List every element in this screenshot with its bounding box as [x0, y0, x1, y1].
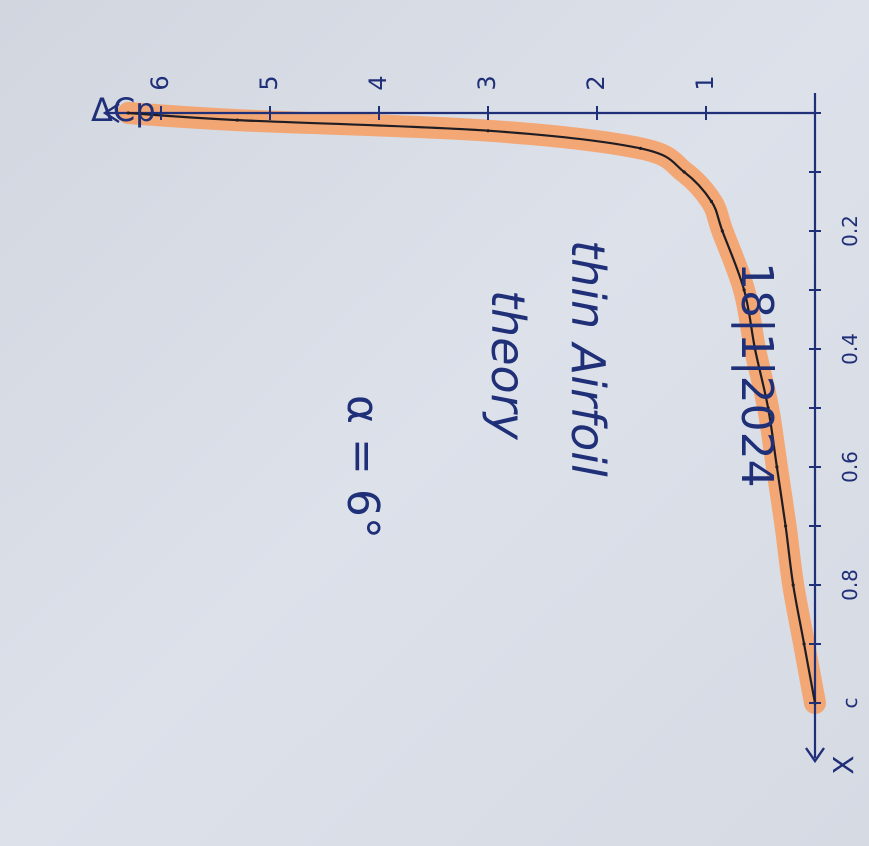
data-point	[775, 465, 779, 469]
data-point	[709, 199, 714, 204]
y-tick-label: 6	[146, 75, 174, 90]
x-tick-label: 0.4	[838, 333, 862, 365]
y-tick-label: 5	[255, 75, 283, 90]
data-point	[802, 642, 806, 646]
data-point	[720, 229, 724, 233]
y-axis-arrow	[102, 102, 120, 124]
axes-layer	[102, 93, 825, 764]
note-line1: thin Airfoil	[561, 240, 615, 477]
data-point	[126, 111, 130, 115]
x-tick-label: 0.8	[838, 569, 862, 601]
data-point	[742, 288, 746, 292]
handwritten-notes: 18|1|2024 thin Airfoil theory α = 6°	[337, 240, 782, 539]
series-line	[127, 111, 817, 705]
data-point	[783, 524, 788, 528]
curve-layer	[126, 111, 817, 705]
y-tick-label: 4	[364, 75, 392, 90]
data-point	[486, 129, 490, 133]
x-tick-label: c	[838, 698, 862, 709]
labels-layer: c 0.8 0.6 0.4 0.2 1 2 3 4 5 6 X ΔCp	[91, 75, 862, 774]
pressure-difference-plot: c 0.8 0.6 0.4 0.2 1 2 3 4 5 6 X ΔCp	[91, 75, 862, 774]
note-line2: theory	[481, 290, 535, 441]
note-alpha: α = 6°	[337, 395, 388, 539]
data-point	[753, 347, 757, 351]
y-axis-label: ΔCp	[91, 91, 156, 129]
data-point	[682, 170, 686, 174]
y-tick-label: 2	[582, 75, 610, 90]
data-point	[639, 146, 643, 150]
data-point	[766, 406, 770, 410]
data-point	[235, 118, 239, 122]
x-tick-label: 0.2	[838, 215, 862, 247]
y-tick-label: 1	[691, 75, 719, 90]
x-axis-arrow	[805, 747, 825, 764]
y-tick-label: 3	[473, 75, 501, 90]
note-date: 18|1|2024	[731, 262, 782, 488]
x-tick-label: 0.6	[838, 451, 862, 483]
data-point	[791, 583, 795, 587]
x-axis-label: X	[827, 755, 860, 774]
ticks-layer	[160, 106, 821, 704]
